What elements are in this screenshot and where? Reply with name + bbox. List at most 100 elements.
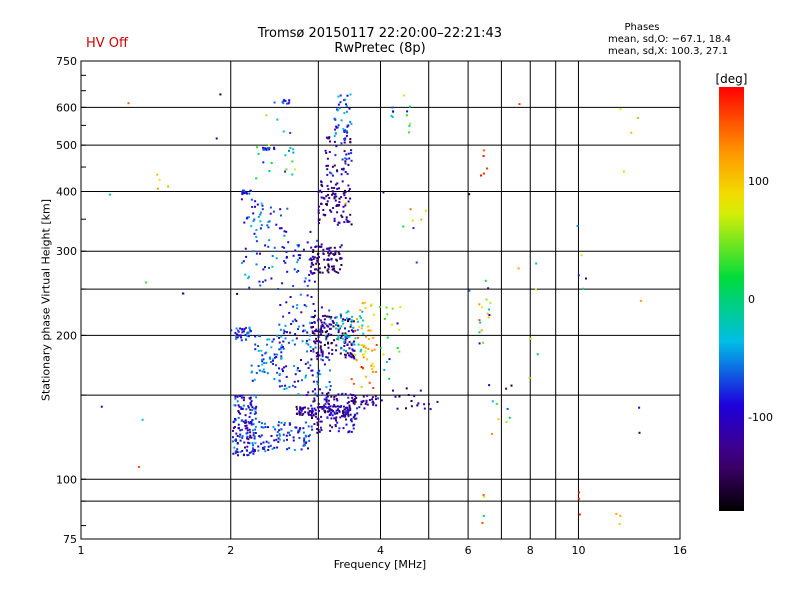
data-point — [327, 410, 330, 413]
data-point — [315, 355, 318, 358]
data-point — [343, 130, 346, 132]
data-point — [254, 432, 257, 434]
data-point — [343, 344, 346, 347]
data-point — [286, 270, 289, 273]
data-point — [269, 212, 272, 215]
data-point — [305, 339, 308, 342]
data-point — [232, 427, 235, 429]
data-point — [278, 373, 281, 375]
data-point — [315, 340, 318, 343]
data-point — [367, 325, 370, 328]
data-point — [258, 421, 261, 423]
data-point — [323, 398, 326, 401]
data-point — [353, 340, 356, 343]
data-point — [278, 323, 281, 326]
data-point — [314, 246, 317, 248]
data-point — [317, 428, 320, 431]
data-point — [260, 434, 263, 437]
data-point — [349, 120, 352, 123]
data-point — [328, 409, 331, 412]
data-point — [337, 95, 340, 98]
data-point — [377, 397, 380, 400]
data-point — [267, 445, 270, 448]
data-point — [250, 404, 253, 407]
data-point — [348, 341, 351, 343]
data-point — [278, 433, 281, 436]
data-point — [241, 191, 244, 194]
data-point — [278, 438, 281, 441]
data-point — [398, 328, 401, 331]
data-point — [266, 338, 269, 341]
data-point — [317, 351, 320, 354]
data-point — [343, 194, 346, 197]
data-point — [345, 413, 347, 416]
data-point — [378, 306, 381, 309]
data-point — [350, 223, 353, 226]
data-point — [334, 128, 337, 131]
data-point — [219, 93, 222, 96]
data-point — [311, 332, 314, 334]
data-point — [279, 328, 282, 331]
data-point — [280, 344, 283, 347]
data-point — [288, 423, 291, 426]
data-point — [312, 325, 315, 328]
data-point — [243, 454, 245, 457]
data-point — [340, 119, 343, 122]
data-point — [247, 277, 250, 280]
data-point — [342, 337, 345, 340]
data-point — [282, 332, 285, 335]
data-point — [316, 383, 319, 386]
data-point — [344, 327, 346, 330]
data-point — [244, 334, 247, 337]
data-point — [253, 435, 256, 438]
data-point — [255, 235, 258, 238]
data-point — [250, 436, 253, 439]
data-point — [247, 438, 250, 441]
data-point — [275, 364, 277, 367]
data-point — [290, 429, 293, 432]
data-point — [240, 198, 243, 201]
data-point — [331, 352, 334, 355]
data-point — [232, 421, 235, 424]
data-point — [260, 202, 263, 205]
data-point — [321, 329, 324, 332]
data-point — [283, 388, 286, 390]
data-point — [273, 353, 276, 356]
data-point — [284, 324, 287, 327]
data-point — [279, 348, 282, 351]
data-point — [350, 319, 353, 322]
data-point — [333, 217, 336, 220]
data-point — [528, 377, 531, 380]
data-point — [316, 394, 319, 397]
data-point — [310, 326, 313, 329]
data-point — [310, 410, 313, 413]
data-point — [346, 352, 349, 355]
data-point — [365, 401, 368, 404]
data-point — [317, 209, 320, 212]
data-point — [296, 261, 299, 264]
data-point — [338, 201, 341, 203]
data-point — [316, 260, 319, 263]
data-point — [254, 200, 257, 203]
data-point — [333, 417, 336, 420]
data-point — [127, 102, 130, 105]
data-point — [337, 393, 340, 396]
data-point — [248, 415, 251, 418]
data-point — [276, 353, 279, 356]
data-point — [320, 326, 323, 329]
data-point — [356, 407, 358, 410]
data-point — [272, 338, 275, 341]
data-point — [340, 314, 342, 317]
data-point — [301, 379, 303, 382]
data-point — [268, 356, 271, 359]
data-point — [362, 400, 365, 402]
data-point — [282, 130, 285, 133]
data-point — [287, 241, 290, 244]
data-point — [308, 410, 311, 413]
data-point — [254, 417, 257, 420]
data-point — [388, 358, 391, 361]
data-point — [316, 371, 319, 374]
data-point — [364, 402, 367, 405]
data-point — [345, 333, 348, 336]
data-point — [328, 309, 331, 312]
